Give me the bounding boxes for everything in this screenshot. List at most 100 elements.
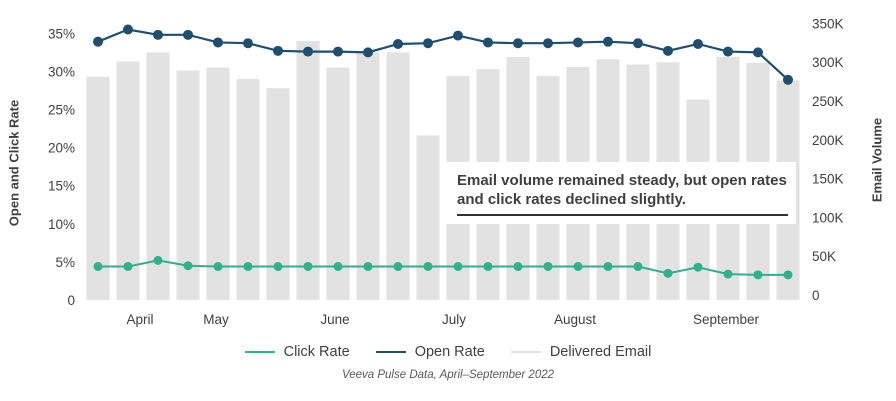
click-rate-point xyxy=(573,261,583,271)
click-rate-point xyxy=(333,261,343,271)
open-rate-point xyxy=(93,36,103,47)
left-axis-tick: 0 xyxy=(67,293,75,308)
open-rate-point xyxy=(393,38,403,49)
delivered-email-bar xyxy=(146,52,170,300)
open-rate-point xyxy=(213,37,223,48)
left-axis-title: Open and Click Rate xyxy=(6,99,22,227)
open-rate-point xyxy=(273,45,283,56)
delivered-email-bar xyxy=(416,135,440,300)
open-rate-line xyxy=(97,28,789,81)
delivered-email-bar xyxy=(116,61,140,300)
delivered-email-bar xyxy=(266,88,290,300)
annotation-box: Email volume remained steady, but open r… xyxy=(444,162,796,224)
left-axis-tick: 30% xyxy=(48,64,75,79)
right-axis-title: Email Volume xyxy=(869,117,885,203)
month-label: July xyxy=(442,312,466,327)
click-rate-point xyxy=(243,261,253,271)
left-axis-tick: 15% xyxy=(48,179,75,194)
click-rate-point xyxy=(303,261,313,271)
legend-label-delivered-email: Delivered Email xyxy=(549,344,652,360)
left-axis-tick: 35% xyxy=(48,26,75,41)
open-rate-point xyxy=(753,47,763,58)
click-rate-point xyxy=(93,261,103,271)
click-rate-point xyxy=(543,261,553,271)
annotation-text-line1: Email volume remained steady, but open r… xyxy=(457,172,787,189)
open-rate-point xyxy=(783,74,793,85)
left-axis-tick: 25% xyxy=(48,103,75,118)
click-rate-point xyxy=(783,270,793,280)
open-rate-point xyxy=(243,38,253,49)
click-rate-point xyxy=(723,269,733,279)
annotation-underline xyxy=(457,214,788,216)
right-axis-tick: 350K xyxy=(812,16,844,31)
right-axis-tick: 100K xyxy=(812,210,844,225)
month-label: August xyxy=(554,312,596,327)
delivered-email-bar xyxy=(176,70,200,300)
right-axis-tick: 150K xyxy=(812,172,844,187)
left-axis-tick: 5% xyxy=(55,255,75,270)
delivered-email-bar xyxy=(236,79,260,301)
annotation-text-line2: and click rates declined slightly. xyxy=(457,191,686,208)
open-rate-point xyxy=(663,45,673,56)
open-rate-point xyxy=(303,46,313,57)
legend-item-click-rate: Click Rate xyxy=(244,344,350,360)
open-rate-point xyxy=(333,46,343,57)
delivered-email-bar xyxy=(206,67,230,300)
right-axis-tick: 50K xyxy=(812,249,836,264)
click-rate-point xyxy=(393,261,403,271)
open-rate-point xyxy=(453,30,463,41)
right-axis-tick: 200K xyxy=(812,133,844,148)
click-rate-point xyxy=(363,261,373,271)
open-rate-point xyxy=(693,38,703,49)
left-axis-tick: 20% xyxy=(48,141,75,156)
left-axis-tick: 10% xyxy=(48,217,75,232)
click-rate-point xyxy=(183,261,193,271)
chart-legend: Click Rate Open Rate Delivered Email xyxy=(0,344,896,360)
legend-label-open-rate: Open Rate xyxy=(414,344,485,360)
click-rate-point xyxy=(483,261,493,271)
open-rate-point xyxy=(183,29,193,40)
click-rate-point xyxy=(453,261,463,271)
month-label: June xyxy=(320,312,349,327)
open-rate-point xyxy=(363,47,373,58)
month-label: April xyxy=(126,312,153,327)
open-rate-point xyxy=(573,37,583,48)
delivered-email-bar xyxy=(326,67,350,300)
click-rate-point xyxy=(693,262,703,272)
open-rate-point xyxy=(603,36,613,47)
click-rate-point xyxy=(273,261,283,271)
month-label: September xyxy=(693,312,760,327)
click-rate-point xyxy=(603,261,613,271)
open-rate-point xyxy=(543,38,553,49)
delivered-email-bar xyxy=(386,52,410,300)
open-rate-point xyxy=(153,29,163,40)
delivered-email-bar xyxy=(296,40,320,301)
open-rate-point xyxy=(423,38,433,49)
click-rate-line xyxy=(98,259,788,276)
open-rate-point xyxy=(483,37,493,48)
legend-item-delivered-email: Delivered Email xyxy=(510,344,652,360)
click-rate-point xyxy=(423,261,433,271)
click-rate-line-swatch xyxy=(244,351,275,353)
open-rate-line-swatch xyxy=(375,351,406,353)
click-rate-point xyxy=(753,270,763,280)
open-rate-point xyxy=(723,46,733,57)
right-axis-tick: 250K xyxy=(812,94,844,109)
source-caption: Veeva Pulse Data, April–September 2022 xyxy=(341,369,555,381)
delivered-email-bar xyxy=(86,76,110,300)
right-axis-tick: 0 xyxy=(812,288,820,303)
open-rate-point xyxy=(633,38,643,49)
open-rate-point xyxy=(123,24,133,35)
open-rate-point xyxy=(513,38,523,49)
delivered-email-line-swatch xyxy=(510,351,541,353)
right-axis-tick: 300K xyxy=(812,55,844,70)
legend-item-open-rate: Open Rate xyxy=(375,344,485,360)
delivered-email-bar xyxy=(356,52,380,300)
click-rate-point xyxy=(513,261,523,271)
month-label: May xyxy=(203,312,229,327)
click-rate-point xyxy=(153,255,163,265)
legend-label-click-rate: Click Rate xyxy=(283,344,350,360)
click-rate-point xyxy=(123,261,133,271)
